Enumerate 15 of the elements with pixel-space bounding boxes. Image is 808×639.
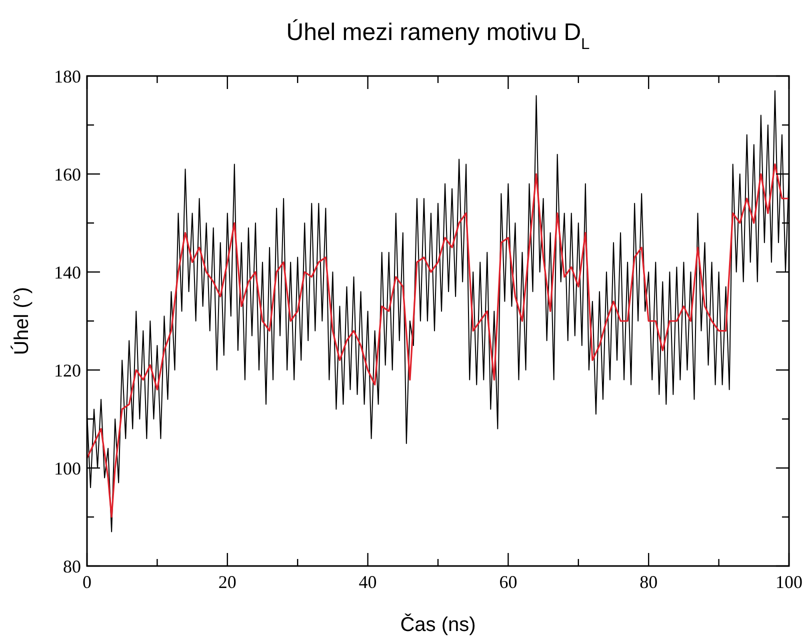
chart-title: Úhel mezi rameny motivu D$_{L}$ — [286, 19, 590, 52]
x-axis-title: Čas (ns) — [400, 613, 476, 636]
x-tick-label: 20 — [218, 572, 236, 592]
y-tick-label: 100 — [54, 458, 81, 478]
x-tick-label: 0 — [82, 572, 92, 592]
x-tick-label: 80 — [640, 572, 658, 592]
x-tick-label: 60 — [499, 572, 518, 592]
x-tick-label: 100 — [776, 572, 802, 592]
y-tick-label: 120 — [54, 360, 81, 380]
y-tick-label: 180 — [54, 66, 81, 86]
x-tick-label: 40 — [358, 572, 377, 592]
y-tick-label: 140 — [54, 262, 81, 282]
y-tick-label: 160 — [54, 164, 81, 184]
y-tick-label: 80 — [63, 556, 81, 576]
y-axis-title: Úhel (°) — [10, 286, 33, 356]
